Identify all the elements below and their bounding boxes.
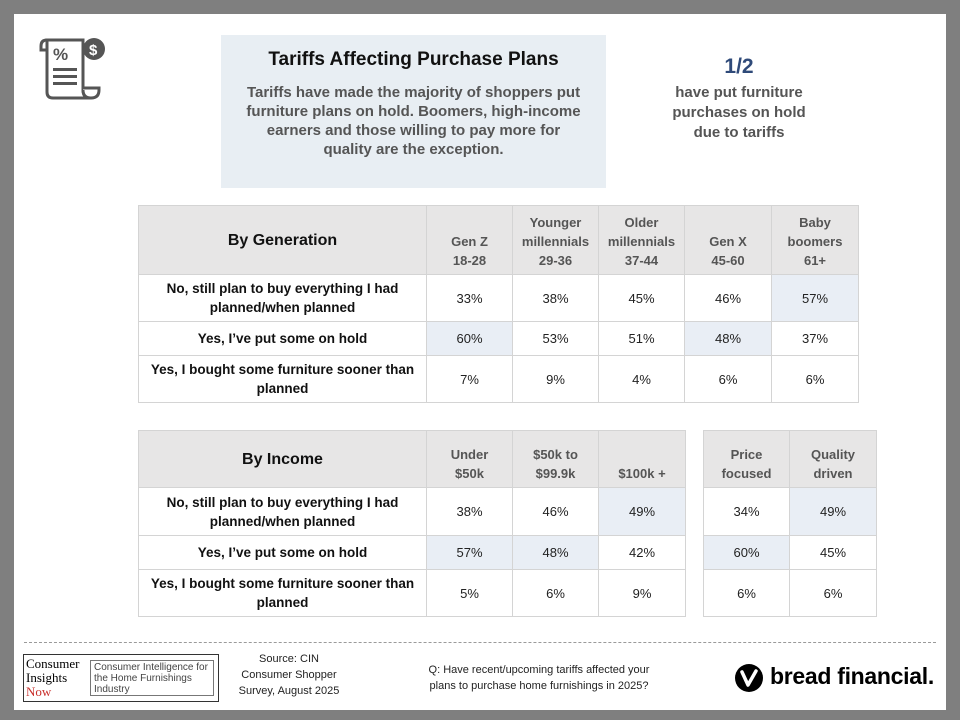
bread-financial-logo: bread financial. [734,661,934,693]
table-cell: 6% [789,569,877,617]
table-cell: 6% [512,569,599,617]
table-cell: 4% [598,355,685,403]
table-row: 60% 45% [703,535,877,570]
question-note: Q: Have recent/upcoming tariffs affected… [428,664,650,692]
table-cell: 60% [703,535,790,570]
table-cell: 45% [598,274,685,322]
stat-callout: 1/2 have put furniture purchases on hold… [654,55,824,143]
table-row: No, still plan to buy everything I had p… [138,274,859,322]
footer-divider [24,642,936,643]
column-header: Price focused [703,430,790,488]
table-cell: 38% [512,274,599,322]
title-box: Tariffs Affecting Purchase Plans Tariffs… [221,35,606,188]
cin-logo-wordmark: Consumer Insights Now [26,656,80,699]
table-cell: 5% [426,569,513,617]
table-cell: 6% [771,355,859,403]
column-header: Quality driven [789,430,877,488]
table-cell: 6% [684,355,772,403]
column-header: $50k to $99.9k [512,430,599,488]
table-cell: 9% [598,569,686,617]
table-cell: 37% [771,321,859,356]
table-cell: 38% [426,487,513,536]
table-cell: 7% [426,355,513,403]
table-cell: 46% [684,274,772,322]
table-cell: 9% [512,355,599,403]
column-header: Gen X 45-60 [684,205,772,275]
stat-value: 1/2 [724,55,754,78]
table-row: 34% 49% [703,487,877,536]
stat-caption: have put furniture purchases on hold due… [672,84,806,141]
table-cell: 57% [771,274,859,322]
row-label: No, still plan to buy everything I had p… [138,274,427,322]
income-heading: By Income [138,430,427,488]
column-header: Gen Z 18-28 [426,205,513,275]
table-row: Yes, I bought some furniture sooner than… [138,355,859,403]
column-header: Baby boomers 61+ [771,205,859,275]
table-cell: 6% [703,569,790,617]
page-title: Tariffs Affecting Purchase Plans [268,49,559,70]
tax-document-icon: % $ [39,38,105,100]
slide: % $ Tariffs Affecting Purchase Plans Tar… [14,14,946,710]
svg-text:%: % [53,45,68,64]
table-cell: 42% [598,535,686,570]
column-header: Younger millennials 29-36 [512,205,599,275]
bread-logo-icon [735,664,763,692]
row-label: Yes, I bought some furniture sooner than… [138,355,427,403]
column-header: Older millennials 37-44 [598,205,685,275]
table-cell: 57% [426,535,513,570]
table-cell: 49% [598,487,686,536]
column-header: Under $50k [426,430,513,488]
svg-text:$: $ [89,42,98,59]
table-cell: 51% [598,321,685,356]
quality-header-row: Price focused Quality driven [703,430,877,488]
income-table: By Income Under $50k $50k to $99.9k $100k … [138,430,686,617]
cin-logo: Consumer Insights Now Consumer Intellige… [23,654,219,702]
generation-header-row: By Generation Gen Z 18-28 Younger millenn… [138,205,859,275]
column-header: $100k + [598,430,686,488]
row-label: Yes, I’ve put some on hold [138,321,427,356]
table-cell: 60% [426,321,513,356]
table-cell: 53% [512,321,599,356]
source-note: Source: CIN Consumer Shopper Survey, Aug… [238,653,340,697]
generation-heading: By Generation [138,205,427,275]
table-cell: 33% [426,274,513,322]
row-label: No, still plan to buy everything I had p… [138,487,427,536]
table-cell: 48% [512,535,599,570]
table-cell: 48% [684,321,772,356]
page-subtitle: Tariffs have made the majority of shoppe… [246,84,581,158]
table-row: Yes, I’ve put some on hold 57% 48% 42% [138,535,686,570]
table-row: No, still plan to buy everything I had p… [138,487,686,536]
bread-financial-wordmark: bread financial. [770,663,934,689]
cin-logo-tagline: Consumer Intelligence for the Home Furni… [90,660,214,696]
table-cell: 49% [789,487,877,536]
table-cell: 45% [789,535,877,570]
table-row: Yes, I’ve put some on hold 60% 53% 51% 4… [138,321,859,356]
generation-table: By Generation Gen Z 18-28 Younger millenn… [138,205,859,403]
quality-table: Price focused Quality driven 34% 49% 60% 4… [703,430,877,617]
table-row: Yes, I bought some furniture sooner than… [138,569,686,617]
income-header-row: By Income Under $50k $50k to $99.9k $100k … [138,430,686,488]
table-cell: 34% [703,487,790,536]
table-row: 6% 6% [703,569,877,617]
row-label: Yes, I bought some furniture sooner than… [138,569,427,617]
row-label: Yes, I’ve put some on hold [138,535,427,570]
table-cell: 46% [512,487,599,536]
